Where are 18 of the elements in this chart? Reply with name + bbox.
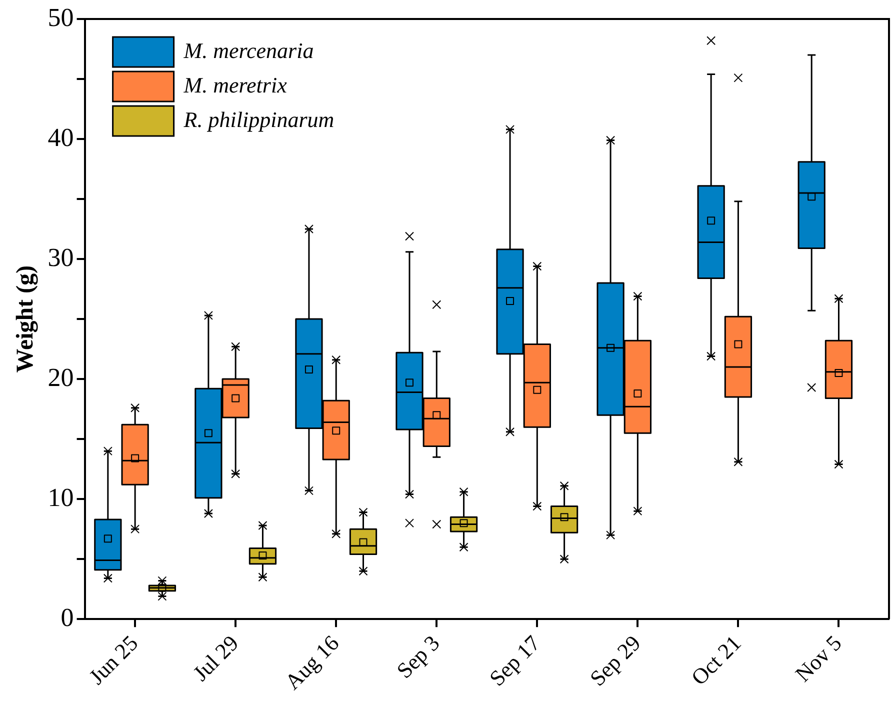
legend-label: M. meretrix [182, 72, 288, 98]
x-tick-label: Jul 29 [188, 630, 244, 686]
x-tick-label: Sep 3 [392, 630, 444, 684]
y-tick-label: 20 [48, 362, 74, 392]
x-tick-label: Nov 5 [790, 630, 846, 687]
y-axis-title: Weight (g) [12, 265, 39, 373]
x-tick-label: Aug 16 [280, 630, 344, 694]
y-tick-label: 10 [48, 482, 74, 512]
y-tick-label: 30 [48, 242, 74, 272]
y-tick-label: 0 [60, 602, 74, 632]
legend-label: R. philippinarum [182, 106, 334, 132]
x-tick-label: Sep 29 [584, 630, 646, 691]
x-tick-label: Jun 25 [84, 630, 143, 690]
legend-label: M. mercenaria [182, 38, 314, 63]
y-tick-label: 40 [48, 122, 74, 152]
x-tick-label: Oct 21 [686, 630, 746, 690]
x-tick-label: Sep 17 [484, 630, 545, 691]
y-tick-label: 50 [48, 2, 74, 32]
